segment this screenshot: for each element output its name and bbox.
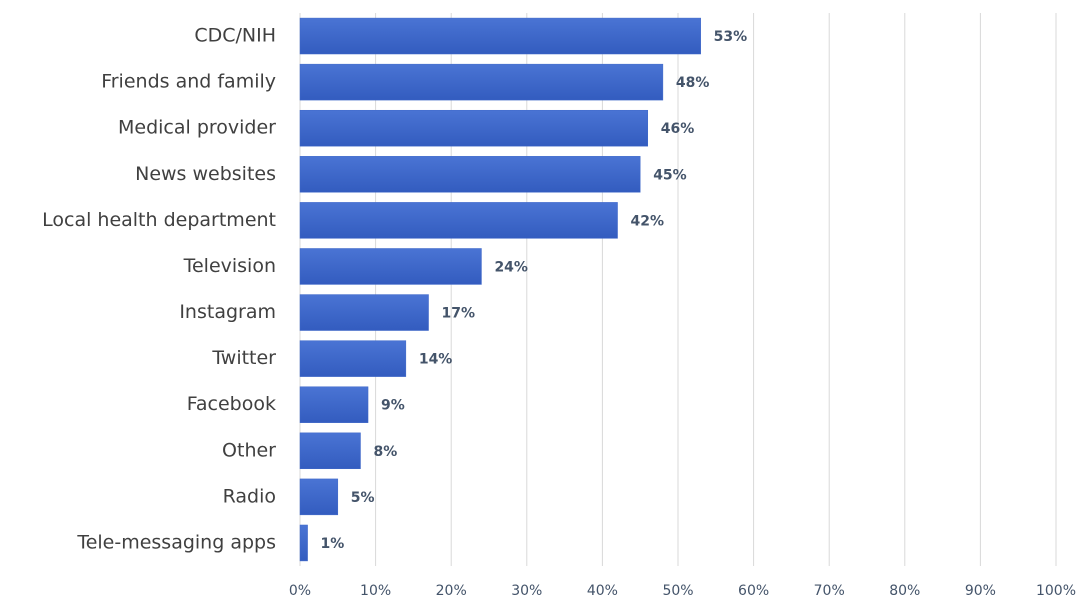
bar bbox=[299, 202, 618, 239]
y-tick-label: CDC/NIH bbox=[194, 25, 276, 47]
x-tick-label: 80% bbox=[889, 583, 920, 599]
x-tick-label: 50% bbox=[662, 583, 693, 599]
bar bbox=[299, 478, 339, 516]
x-tick-label: 60% bbox=[738, 583, 769, 599]
bar bbox=[299, 248, 482, 285]
data-label: 8% bbox=[373, 444, 397, 460]
data-label: 14% bbox=[419, 352, 453, 368]
data-label: 45% bbox=[653, 167, 687, 183]
x-tick-label: 40% bbox=[587, 583, 618, 599]
bar bbox=[299, 63, 664, 101]
data-label: 42% bbox=[631, 213, 665, 229]
y-tick-label: Instagram bbox=[179, 301, 276, 323]
data-label: 5% bbox=[351, 490, 375, 506]
y-tick-label: Facebook bbox=[187, 393, 276, 415]
y-tick-label: Radio bbox=[223, 485, 276, 507]
bar bbox=[299, 109, 649, 147]
y-tick-label: Medical provider bbox=[118, 117, 276, 139]
bar bbox=[299, 17, 701, 55]
y-tick-label: Local health department bbox=[42, 209, 276, 231]
data-label: 46% bbox=[661, 121, 695, 137]
x-tick-label: 10% bbox=[360, 583, 391, 599]
data-label: 9% bbox=[381, 398, 405, 414]
data-label: 1% bbox=[321, 536, 345, 552]
y-tick-label: Tele-messaging apps bbox=[76, 531, 276, 553]
x-tick-label: 30% bbox=[511, 583, 542, 599]
data-label: 17% bbox=[442, 306, 476, 322]
data-label: 48% bbox=[676, 75, 710, 91]
y-tick-label: Friends and family bbox=[101, 71, 276, 93]
y-tick-label: Twitter bbox=[211, 347, 276, 369]
bar bbox=[299, 432, 361, 470]
data-label: 53% bbox=[714, 29, 748, 45]
y-tick-label: Other bbox=[222, 439, 276, 461]
data-label: 24% bbox=[494, 259, 528, 275]
y-tick-label: News websites bbox=[135, 163, 276, 185]
bar bbox=[299, 524, 308, 562]
bar bbox=[299, 386, 369, 423]
x-tick-label: 70% bbox=[814, 583, 845, 599]
x-tick-label: 100% bbox=[1036, 583, 1076, 599]
x-tick-label: 90% bbox=[965, 583, 996, 599]
x-tick-label: 0% bbox=[289, 583, 311, 599]
y-tick-label: Television bbox=[183, 255, 276, 277]
bar bbox=[299, 294, 429, 331]
bar bbox=[299, 156, 641, 193]
bar bbox=[299, 340, 407, 377]
x-tick-label: 20% bbox=[436, 583, 467, 599]
